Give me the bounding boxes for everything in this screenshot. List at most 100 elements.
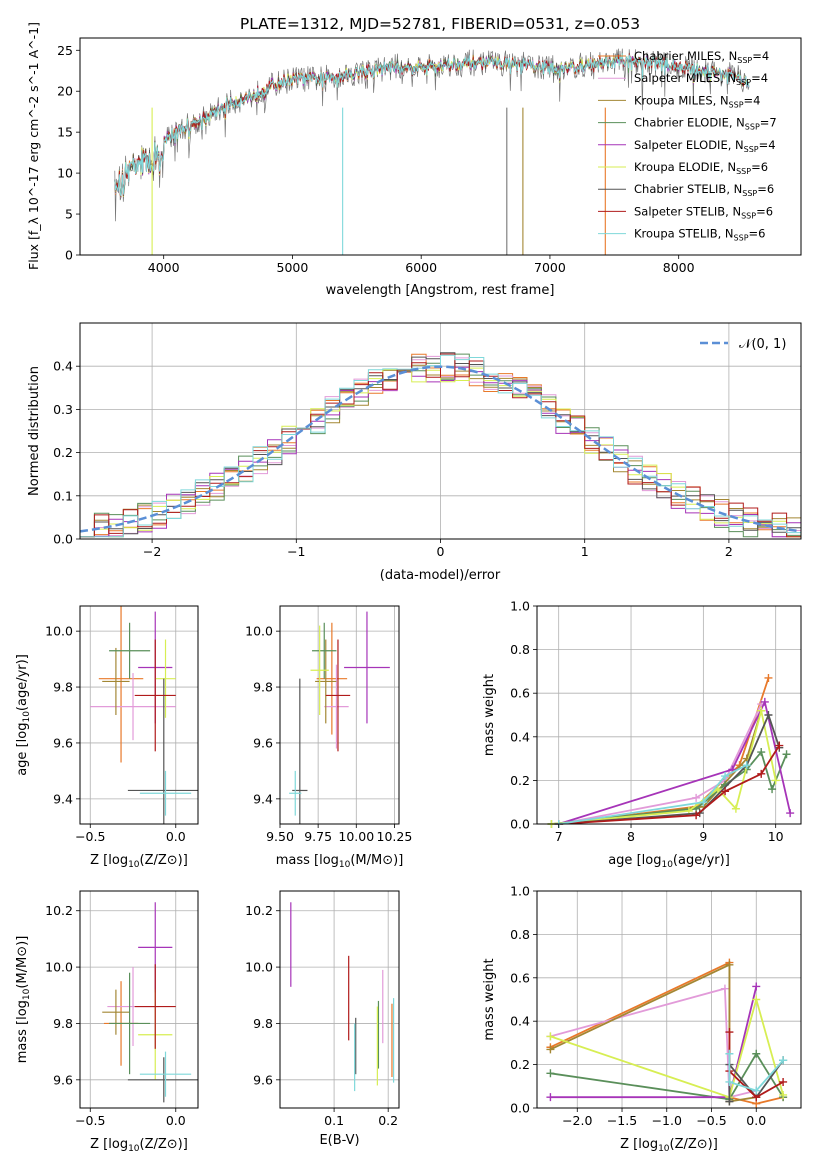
mass_vs_ebv-points [290, 902, 395, 1092]
age_vs_Z-xlabel: Z [log10(Z/Z⊙)] [90, 853, 188, 870]
age_vs_Z-ytick-label: 10.0 [45, 624, 73, 639]
weight_vs_Z-xtick-label: −0.5 [696, 1113, 726, 1128]
age_vs_mass-xlabel-tail: (M/M⊙)] [350, 853, 403, 868]
legend-entry-salpeter_miles: Salpeter MILES, NSSP=4 [634, 71, 768, 87]
residuals-xtick-label: 0 [437, 544, 445, 559]
weight_vs_age-xtick-label: 9 [699, 829, 707, 844]
legend-entry-kroupa_elodie: Kroupa ELODIE, NSSP=6 [634, 160, 768, 176]
age_vs_mass-xlabel: mass [log10(M/M⊙)] [276, 853, 404, 870]
weight_vs_Z-ytick-label: 0.8 [510, 927, 530, 942]
age_vs_mass-xtick-label: 10.00 [338, 829, 374, 844]
weight-marker-kroupa_stelib [699, 798, 708, 807]
weight_vs_Z-xlabel-main: Z [log [620, 1137, 658, 1152]
mass-vs-metallicity-errorbars [102, 902, 198, 1103]
weight-marker-kroupa_elodie [546, 1032, 555, 1041]
legend-label: Chabrier STELIB, N [634, 182, 742, 196]
weight-marker-kroupa_elodie [731, 804, 740, 813]
legend-suffix: =4 [752, 49, 769, 63]
age_vs_Z-xlabel-sub: 10 [128, 860, 140, 870]
weight-marker-salpeter_stelib [721, 787, 730, 796]
legend-sub: SSP [734, 234, 749, 243]
weight-marker-chabrier_stelib [764, 711, 773, 719]
mass-vs-metallicity-panel: −0.5 0.09.69.810.010.2Z [log10(Z/Z⊙)]mass… [15, 890, 199, 1154]
residuals-ytick-label: 0.1 [53, 488, 73, 503]
age_vs_mass-xlabel-sub: 10 [339, 860, 351, 870]
mass_vs_Z-ytick-label: 9.8 [53, 1016, 73, 1031]
legend-sub: SSP [742, 189, 757, 198]
legend-entry-salpeter_elodie: Salpeter ELODIE, NSSP=4 [634, 138, 776, 154]
legend-label: Kroupa STELIB, N [634, 227, 734, 241]
mass_vs_ebv-xtick-label: 0.1 [324, 1113, 344, 1128]
spectrum-xtick-label: 6000 [405, 260, 437, 275]
legend-entry-chabrier_stelib: Chabrier STELIB, NSSP=6 [634, 182, 774, 198]
residuals-xtick-label: −1 [287, 544, 305, 559]
age_vs_mass-ytick-label: 9.8 [253, 680, 273, 695]
model-spectrum-kroupa_stelib [114, 53, 750, 197]
weight_vs_Z-xtick-label: −1.5 [607, 1113, 637, 1128]
residuals-xtick-label: 1 [581, 544, 589, 559]
weight_vs_age-xlabel-sub: 10 [661, 860, 673, 870]
weight_vs_age-xtick-label: 7 [555, 829, 563, 844]
mass_vs_Z-ylabel-tail: (M/M⊙)] [15, 936, 30, 989]
legend-suffix: =7 [760, 116, 777, 130]
age-vs-metallicity-errorbars [90, 606, 198, 824]
weight-marker-chabrier_stelib [725, 1097, 734, 1106]
spectrum-xtick-label: 5000 [277, 260, 309, 275]
weight_vs_age-xtick-label: 10 [768, 829, 784, 844]
legend-entry-kroupa_stelib: Kroupa STELIB, NSSP=6 [634, 227, 765, 243]
legend-label: Kroupa ELODIE, N [634, 160, 736, 174]
legend-sub: SSP [736, 167, 751, 176]
residuals-ytick-label: 0.0 [53, 532, 73, 547]
weight_vs_Z-ylabel: mass weight [482, 958, 497, 1040]
weight_vs_Z-ytick-label: 0.6 [510, 970, 530, 985]
legend-sub: SSP [729, 100, 744, 109]
age_vs_mass-xlabel-main: mass [log [276, 853, 339, 868]
residuals-panel: −2 −1 0 1 2 0.0 0.1 0.2 0.3 0.4 (data-model)/error… [27, 322, 802, 583]
weight-marker-salpeter_stelib [779, 1077, 788, 1086]
weight-marker-chabrier_miles [764, 673, 773, 682]
weight-marker-chabrier_elodie [546, 1069, 555, 1078]
mass_vs_Z-ytick-label: 9.6 [53, 1072, 73, 1087]
mass_vs_Z-xtick-label: −0.5 [75, 1113, 105, 1128]
weight-vs-age-lines [547, 673, 795, 828]
weight_vs_Z-ytick-label: 0.0 [510, 1101, 530, 1116]
mass_vs_Z-ytick-label: 10.0 [45, 960, 73, 975]
age_vs_Z-ytick-label: 9.8 [53, 680, 73, 695]
age_vs_mass-ytick-label: 10.0 [245, 624, 273, 639]
age_vs_Z-xtick-label: 0.0 [166, 829, 186, 844]
weight_vs_age-ytick-label: 0.8 [510, 642, 530, 657]
age_vs_Z-ylabel: age [log10(age/yr)] [15, 654, 32, 776]
spectrum-lines [114, 48, 750, 255]
weight-vs-metallicity-panel: −2.0 −1.5 −1.0 −0.5 0.0 0.0 0.2 0.4 0.6 0.8 1.0 Z [… [482, 884, 802, 1154]
weight-line-kroupa_elodie [550, 996, 784, 1099]
spectrum-ytick-label: 5 [65, 207, 73, 222]
mass_vs_ebv-xlabel: E(B-V) [319, 1133, 359, 1148]
residuals-xtick-label: −2 [143, 544, 161, 559]
weight-marker-kroupa_elodie [779, 1090, 788, 1099]
weight-marker-kroupa_miles [725, 960, 734, 969]
weight_vs_Z-xlabel: Z [log10(Z/Z⊙)] [620, 1137, 718, 1154]
residuals-ylabel: Normed distribution [27, 366, 42, 496]
residuals-xlabel: (data-model)/error [380, 568, 501, 583]
age_vs_Z-ylabel-main: age [log [15, 723, 30, 776]
legend-label: Chabrier ELODIE, N [634, 116, 745, 130]
age_vs_mass-points [289, 611, 390, 824]
weight-marker-salpeter_stelib [692, 811, 701, 820]
spectrum-ytick-label: 0 [65, 248, 73, 263]
age_vs_mass-ytick-label: 9.6 [253, 735, 273, 750]
age_vs_Z-xtick-label: −0.5 [75, 829, 105, 844]
mass_vs_ebv-ytick-label: 9.8 [253, 1016, 273, 1031]
weight-marker-salpeter_elodie [786, 809, 795, 818]
weight_vs_age-xlabel: age [log10(age/yr)] [608, 853, 730, 870]
age_vs_Z-ylabel-sub: 10 [22, 711, 32, 723]
mass_vs_Z-points [102, 902, 198, 1103]
weight_vs_Z-ytick-label: 0.4 [510, 1014, 530, 1029]
residuals-legend: 𝒩(0, 1) [700, 337, 786, 352]
weight_vs_age-ytick-label: 0.2 [510, 773, 530, 788]
mass-vs-ebv-panel: 0.1 0.2 9.6 9.8 10.0 10.2 E(B-V) [245, 890, 400, 1148]
residuals-frame [79, 322, 802, 540]
legend-entry-salpeter_stelib: Salpeter STELIB, NSSP=6 [634, 204, 773, 220]
legend-sub: SSP [744, 145, 759, 154]
weight-marker-kroupa_stelib [721, 772, 730, 781]
